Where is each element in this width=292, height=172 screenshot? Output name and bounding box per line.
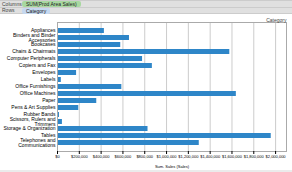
svg-text:Category: Category xyxy=(266,17,287,23)
svg-text:Copiers and Fax: Copiers and Fax xyxy=(19,62,56,68)
svg-text:Office Machines: Office Machines xyxy=(20,90,56,96)
svg-text:$0: $0 xyxy=(55,154,60,159)
svg-text:Bookcases: Bookcases xyxy=(31,41,56,47)
svg-text:$1,000,000: $1,000,000 xyxy=(157,154,178,159)
svg-text:Chairs & Chairmats: Chairs & Chairmats xyxy=(12,48,56,54)
svg-text:$1,400,000: $1,400,000 xyxy=(200,154,221,159)
svg-text:$600,000: $600,000 xyxy=(115,154,132,159)
svg-text:$200,000: $200,000 xyxy=(71,154,88,159)
svg-text:Paper: Paper xyxy=(42,97,56,103)
svg-text:Office Furnishings: Office Furnishings xyxy=(15,83,56,89)
svg-text:Sum. Sales (Sales): Sum. Sales (Sales) xyxy=(155,164,190,169)
svg-text:$2,000,000: $2,000,000 xyxy=(266,154,287,159)
svg-text:$1,200,000: $1,200,000 xyxy=(178,154,199,159)
svg-text:Storage & Organization: Storage & Organization xyxy=(4,125,56,131)
svg-text:Telephones andCommunications: Telephones andCommunications xyxy=(18,137,56,148)
svg-text:$1,600,000: $1,600,000 xyxy=(222,154,243,159)
svg-text:$1,800,000: $1,800,000 xyxy=(244,154,265,159)
svg-text:$800,000: $800,000 xyxy=(136,154,153,159)
svg-text:Computer Peripherals: Computer Peripherals xyxy=(7,55,56,61)
svg-text:$400,000: $400,000 xyxy=(93,154,110,159)
svg-text:Pens & Art Supplies: Pens & Art Supplies xyxy=(11,104,56,110)
svg-text:Envelopes: Envelopes xyxy=(32,69,56,75)
svg-text:Labels: Labels xyxy=(41,76,56,82)
